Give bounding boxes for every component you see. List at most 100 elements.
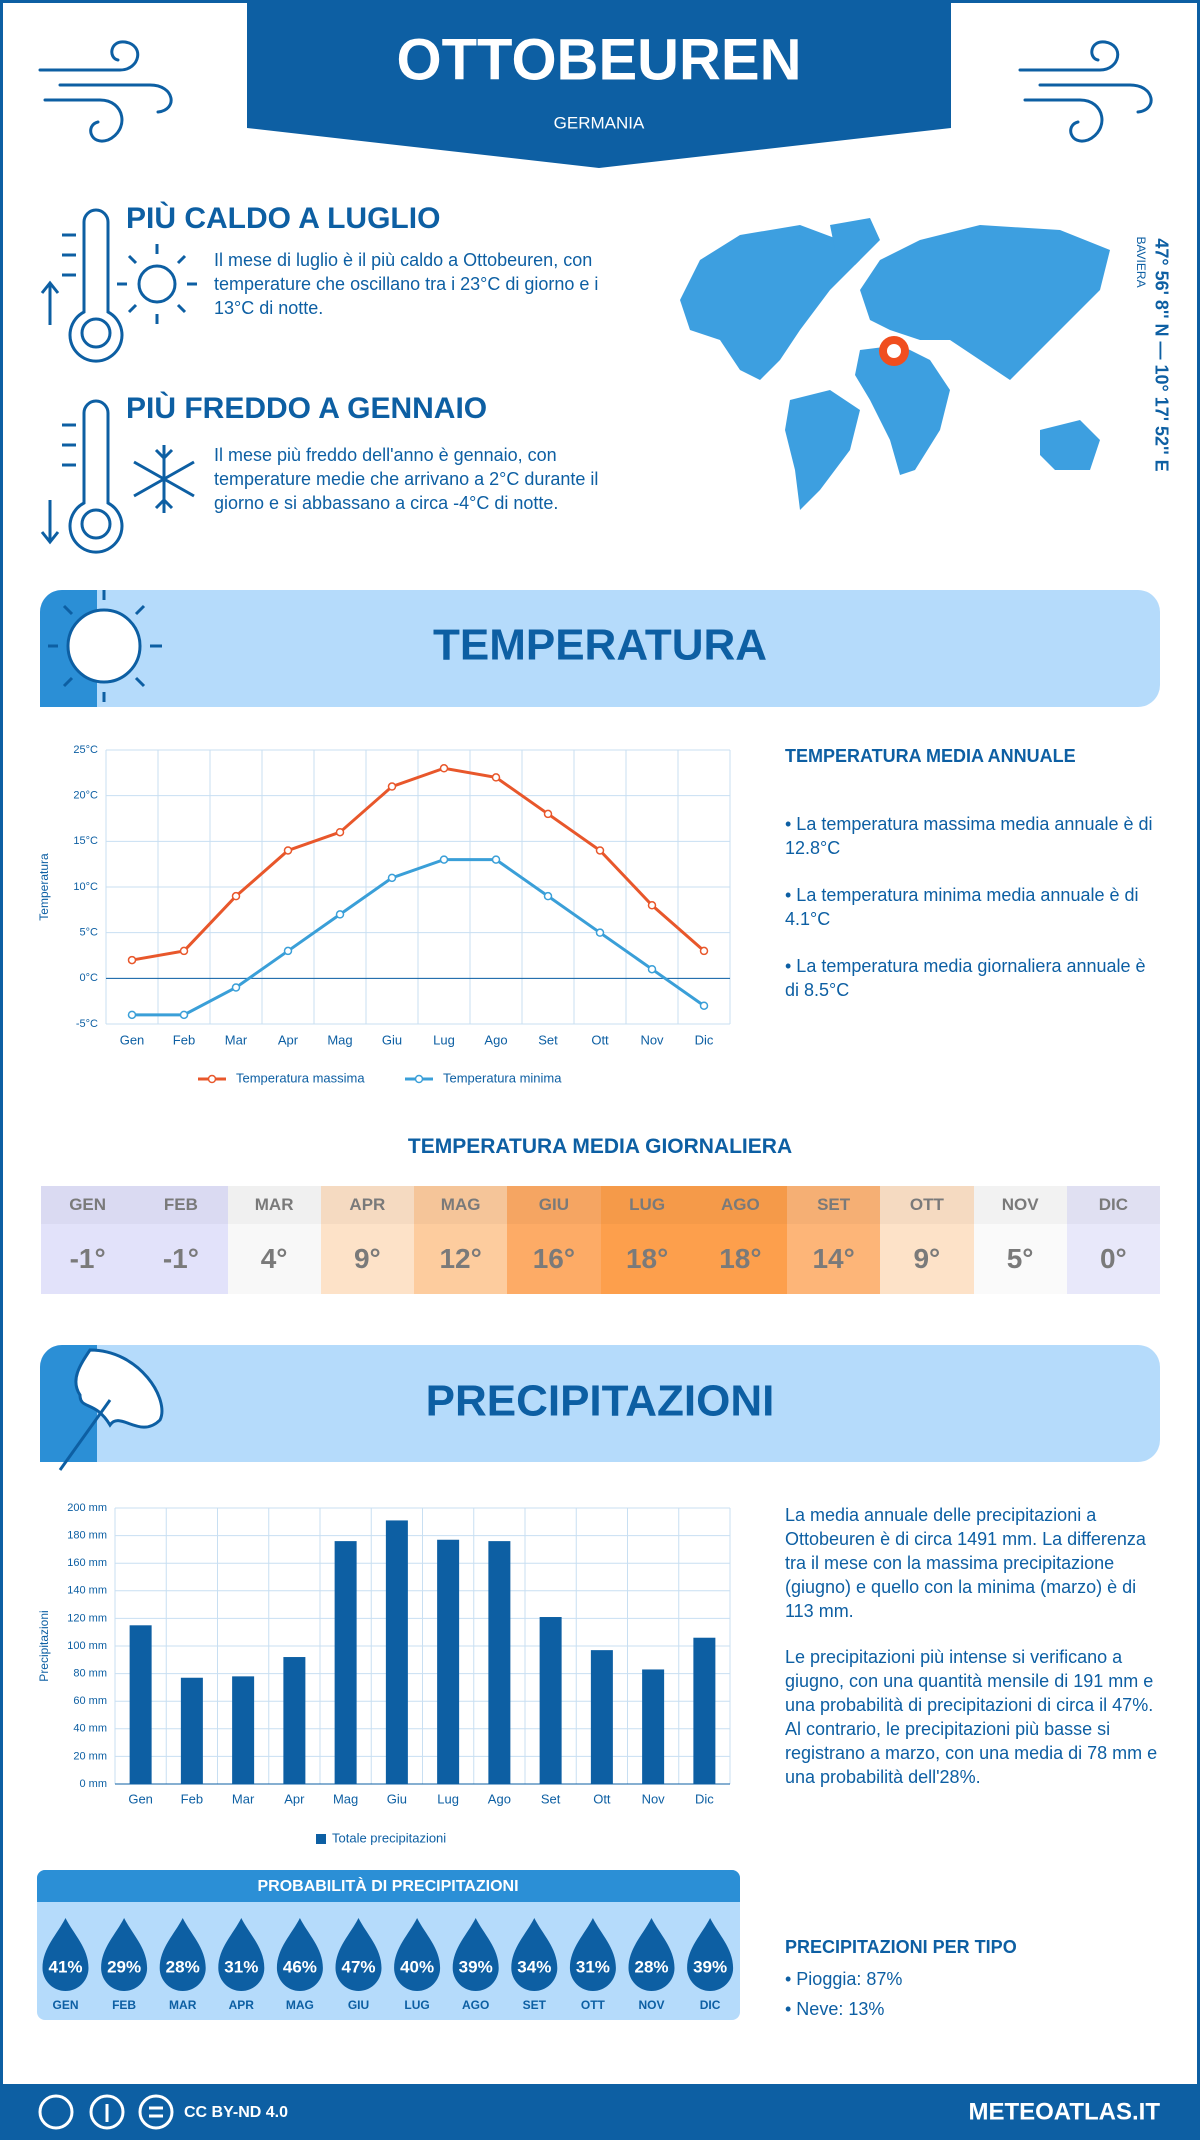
drop-label: 39% <box>693 1957 727 1976</box>
license-icons <box>38 2094 174 2130</box>
y-tick-label: 80 mm <box>73 1668 107 1680</box>
point <box>439 764 449 773</box>
drop <box>335 1918 382 1991</box>
x-tick-label: Ott <box>593 1791 611 1806</box>
drop <box>159 1918 206 1991</box>
x-tick-label: Feb <box>173 1032 195 1047</box>
month-value: 5° <box>973 1224 1067 1294</box>
precip-paragraph: Le precipitazioni più intense si verific… <box>785 1647 1158 1787</box>
y-tick-label: 160 mm <box>67 1557 107 1569</box>
month-value: 0° <box>1066 1224 1160 1294</box>
temp-band <box>40 590 1160 707</box>
drop <box>42 1918 89 1991</box>
month-value: 9° <box>320 1224 414 1294</box>
x-tick-label: Apr <box>278 1032 299 1047</box>
x-tick-label: Ago <box>488 1791 511 1806</box>
point <box>335 827 345 837</box>
month-header: GEN <box>41 1186 135 1224</box>
point <box>335 910 345 919</box>
point <box>283 846 293 855</box>
month-value: -1° <box>41 1224 135 1294</box>
month-value: -1° <box>134 1224 228 1294</box>
x-tick-label: Set <box>541 1791 561 1806</box>
point <box>127 955 137 965</box>
drop <box>569 1918 616 1991</box>
section-title: TEMPERATURA <box>433 621 767 670</box>
region: BAVIERA <box>1134 236 1148 287</box>
page-title: OTTOBEUREN <box>397 27 802 92</box>
point <box>231 891 241 901</box>
drop-label: 28% <box>634 1957 668 1976</box>
drop-label: 34% <box>517 1957 551 1976</box>
y-tick-label: 100 mm <box>67 1640 107 1652</box>
month-value: 18° <box>600 1224 694 1294</box>
point <box>595 846 605 855</box>
point <box>387 873 397 883</box>
thermometer-icon <box>40 208 197 554</box>
point <box>699 1001 709 1010</box>
month-value: 9° <box>880 1224 974 1294</box>
month-header: LUG <box>600 1186 694 1224</box>
y-axis-title: Precipitazioni <box>37 1610 51 1681</box>
x-tick-label: Lug <box>437 1791 459 1806</box>
point <box>283 946 293 956</box>
y-tick-label: 120 mm <box>67 1612 107 1624</box>
bar <box>539 1617 562 1784</box>
drop-month: FEB <box>112 1998 136 2012</box>
point <box>543 809 553 819</box>
month-header: NOV <box>973 1186 1067 1224</box>
point <box>491 855 501 864</box>
annual-title: TEMPERATURA MEDIA ANNUALE <box>785 746 1076 766</box>
y-tick-label: 180 mm <box>67 1530 107 1542</box>
y-tick-label: 15°C <box>73 835 98 847</box>
month-value: 16° <box>507 1224 601 1294</box>
section-title: PRECIPITAZIONI <box>426 1377 775 1426</box>
x-tick-label: Nov <box>640 1032 664 1047</box>
bar <box>385 1520 408 1784</box>
legend-marker <box>207 1074 217 1084</box>
month-header: FEB <box>134 1186 228 1224</box>
precip-type-title: PRECIPITAZIONI PER TIPO <box>785 1937 1017 1957</box>
point <box>439 855 449 864</box>
y-tick-label: 25°C <box>73 744 98 756</box>
y-tick-label: 0 mm <box>80 1778 108 1790</box>
x-tick-label: Ott <box>591 1032 609 1047</box>
y-tick-label: 200 mm <box>67 1502 107 1514</box>
month-header: GIU <box>507 1186 601 1224</box>
month-value: 18° <box>693 1224 787 1294</box>
legend-label: Temperatura minima <box>443 1070 562 1085</box>
y-tick-label: 60 mm <box>73 1695 107 1707</box>
bar <box>590 1650 613 1784</box>
x-tick-label: Apr <box>284 1791 305 1806</box>
drop-label: 28% <box>166 1957 200 1976</box>
month-value: 12° <box>414 1224 508 1294</box>
y-tick-label: 20°C <box>73 790 98 802</box>
drop-label: 39% <box>459 1957 493 1976</box>
point <box>647 901 657 910</box>
x-tick-label: Gen <box>120 1032 145 1047</box>
x-tick-label: Nov <box>642 1791 666 1806</box>
drop <box>394 1918 441 1991</box>
y-tick-label: -5°C <box>76 1018 98 1030</box>
drop-month: SET <box>523 1998 547 2012</box>
drop-label: 31% <box>224 1957 258 1976</box>
page-subtitle: GERMANIA <box>554 113 645 132</box>
drop-month: MAG <box>286 1998 314 2012</box>
x-tick-label: Feb <box>181 1791 203 1806</box>
probability-title: PROBABILITÀ DI PRECIPITAZIONI <box>257 1876 518 1895</box>
bar <box>232 1676 255 1784</box>
month-header: MAG <box>414 1186 508 1224</box>
point <box>647 964 657 974</box>
line <box>131 766 705 962</box>
annual-item: • La temperatura minima media annuale è … <box>785 885 1139 929</box>
wind-icon <box>38 40 1153 143</box>
point <box>179 946 189 956</box>
y-tick-label: 0°C <box>80 972 99 984</box>
coldest-title: PIÙ FREDDO A GENNAIO <box>126 392 488 425</box>
hottest-title: PIÙ CALDO A LUGLIO <box>126 202 441 235</box>
drop-label: 29% <box>107 1957 141 1976</box>
bar <box>283 1657 306 1784</box>
point <box>179 1010 189 1020</box>
drop-month: AGO <box>462 1998 489 2012</box>
drop-month: OTT <box>581 1998 606 2012</box>
